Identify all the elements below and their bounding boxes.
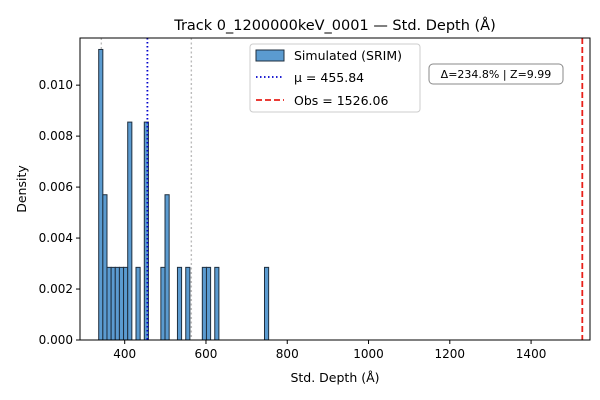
y-tick-label: 0.006: [39, 180, 73, 194]
histogram-bar: [201, 266, 207, 341]
x-tick-label: 400: [113, 347, 136, 361]
stats-annotation: Δ=234.8% | Z=9.99: [428, 63, 564, 85]
legend-label-simulated: Simulated (SRIM): [294, 48, 402, 63]
legend-label-mean: μ = 455.84: [294, 70, 364, 85]
y-tick-label: 0.008: [39, 129, 73, 143]
histogram-bar: [164, 194, 170, 341]
histogram-bar: [176, 266, 183, 341]
histogram-bar: [110, 266, 116, 341]
annotation-box: [428, 63, 564, 85]
x-tick-label: 600: [195, 347, 218, 361]
histogram-bar: [106, 266, 112, 341]
histogram-bar: [118, 266, 125, 341]
x-axis: 400 600 800 1000 1200 1400: [113, 340, 546, 361]
histogram-bar: [214, 266, 220, 341]
histogram-bar: [263, 266, 270, 341]
annotation-text: Δ=234.8% | Z=9.99: [441, 68, 552, 81]
histogram-bar: [98, 48, 104, 341]
histogram-bar: [185, 266, 191, 341]
histogram-bar: [114, 266, 120, 341]
y-tick-label: 0.000: [39, 333, 73, 347]
legend: Simulated (SRIM) μ = 455.84 Obs = 1526.0…: [249, 43, 421, 113]
y-tick-label: 0.010: [39, 78, 73, 92]
plot-frame: [79, 37, 591, 341]
chart-title: Track 0_1200000keV_0001 — Std. Depth (Å): [173, 17, 496, 34]
legend-box: [249, 43, 421, 113]
x-tick-label: 800: [276, 347, 299, 361]
legend-swatch-simulated: [255, 49, 285, 62]
x-tick-label: 1400: [516, 347, 547, 361]
histogram-bar: [127, 121, 133, 341]
x-axis-label: Std. Depth (Å): [290, 370, 379, 385]
y-axis: 0.000 0.002 0.004 0.006 0.008 0.010: [39, 78, 80, 347]
histogram-bar: [102, 194, 108, 341]
histogram-bar: [205, 266, 212, 341]
histogram-bar: [123, 266, 129, 341]
y-tick-label: 0.004: [39, 231, 73, 245]
x-tick-label: 1000: [353, 347, 384, 361]
histogram-bar: [160, 266, 166, 341]
y-axis-label: Density: [14, 165, 29, 213]
legend-label-observed: Obs = 1526.06: [294, 93, 388, 108]
y-tick-label: 0.002: [39, 282, 73, 296]
histogram-bar: [135, 266, 141, 341]
x-tick-label: 1200: [435, 347, 466, 361]
